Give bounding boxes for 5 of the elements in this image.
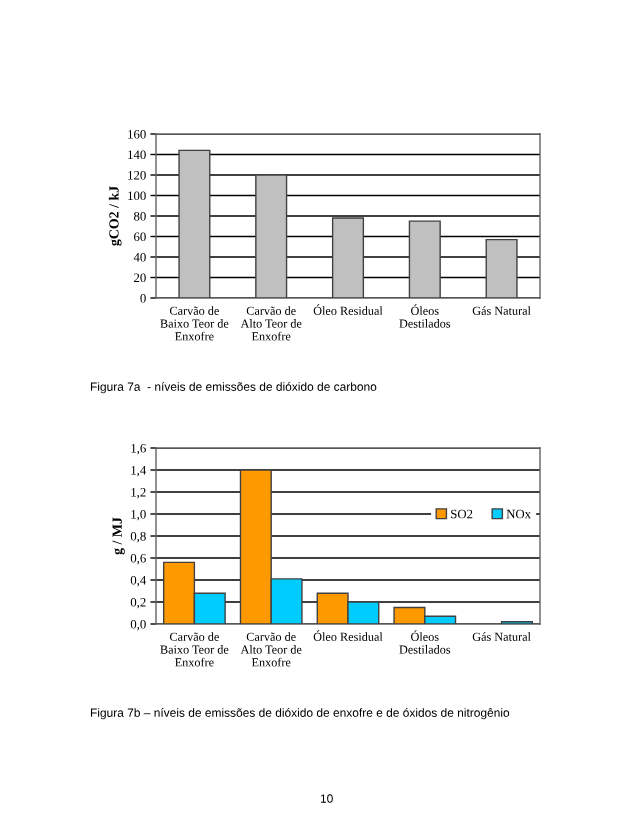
bar [331,217,365,298]
bar [255,174,288,298]
bar [485,238,518,298]
bar [178,149,211,298]
bar [408,220,441,298]
